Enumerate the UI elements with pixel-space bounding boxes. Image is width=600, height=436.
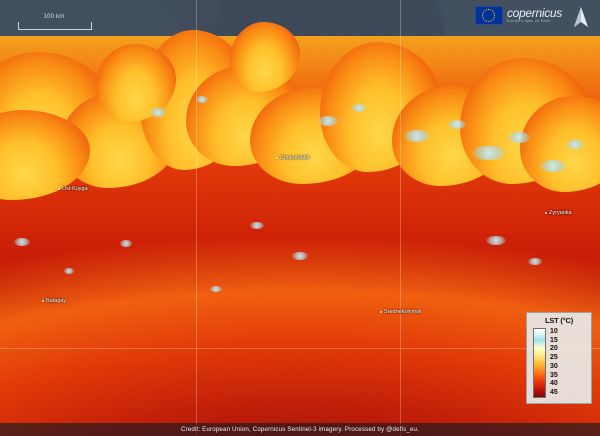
city-label: Ust-Kuyga bbox=[58, 186, 88, 192]
city-label: Batagay bbox=[42, 298, 66, 304]
legend-colorbar bbox=[533, 328, 546, 398]
eu-flag-icon bbox=[474, 6, 503, 25]
city-marker-dot bbox=[58, 188, 60, 190]
lst-pixel-texture bbox=[0, 36, 600, 436]
city-name: Batagay bbox=[46, 298, 67, 304]
legend-title: LST (°C) bbox=[544, 316, 574, 325]
legend-tick: 45 bbox=[550, 388, 558, 396]
scale-bar-label: 100 km bbox=[43, 14, 65, 20]
lst-raster-layer bbox=[0, 36, 600, 436]
city-marker-dot bbox=[545, 212, 547, 214]
city-name: Srednekolymsk bbox=[384, 309, 422, 315]
legend-tick: 25 bbox=[550, 354, 558, 362]
legend-tick: 40 bbox=[550, 380, 558, 388]
legend-tick-list: 10 15 20 25 30 35 40 45 bbox=[550, 328, 558, 396]
copernicus-wordmark: copernicus Europe's eyes on Earth bbox=[507, 7, 562, 24]
city-label: Zyryanka bbox=[545, 210, 572, 216]
legend-tick: 30 bbox=[550, 362, 558, 370]
city-marker-dot bbox=[380, 311, 382, 313]
city-label: Srednekolymsk bbox=[380, 309, 422, 315]
city-name: Zyryanka bbox=[549, 210, 572, 216]
scale-bar: 100 km bbox=[18, 14, 92, 30]
legend-tick: 20 bbox=[550, 345, 558, 353]
legend-tick: 35 bbox=[550, 371, 558, 379]
scale-bar-graphic bbox=[18, 22, 92, 30]
city-name: Ust-Kuyga bbox=[62, 186, 88, 192]
city-name: Chokurdakh bbox=[280, 155, 310, 161]
city-label: Chokurdakh bbox=[276, 155, 310, 161]
city-marker-dot bbox=[42, 300, 44, 302]
legend-tick: 10 bbox=[550, 328, 558, 335]
north-arrow-icon bbox=[574, 7, 588, 27]
lst-legend: LST (°C) 10 15 20 25 30 35 40 45 bbox=[526, 312, 592, 404]
credit-banner: Credit: European Union, Copernicus Senti… bbox=[0, 423, 600, 436]
copernicus-brand-text: copernicus bbox=[506, 6, 562, 21]
city-marker-dot bbox=[276, 157, 278, 159]
copernicus-tagline: Europe's eyes on Earth bbox=[506, 19, 551, 24]
credit-text: Credit: European Union, Copernicus Senti… bbox=[181, 426, 419, 433]
eu-stars-icon bbox=[482, 9, 496, 22]
legend-tick: 15 bbox=[550, 336, 558, 344]
copernicus-logo: copernicus Europe's eyes on Earth bbox=[474, 6, 562, 25]
